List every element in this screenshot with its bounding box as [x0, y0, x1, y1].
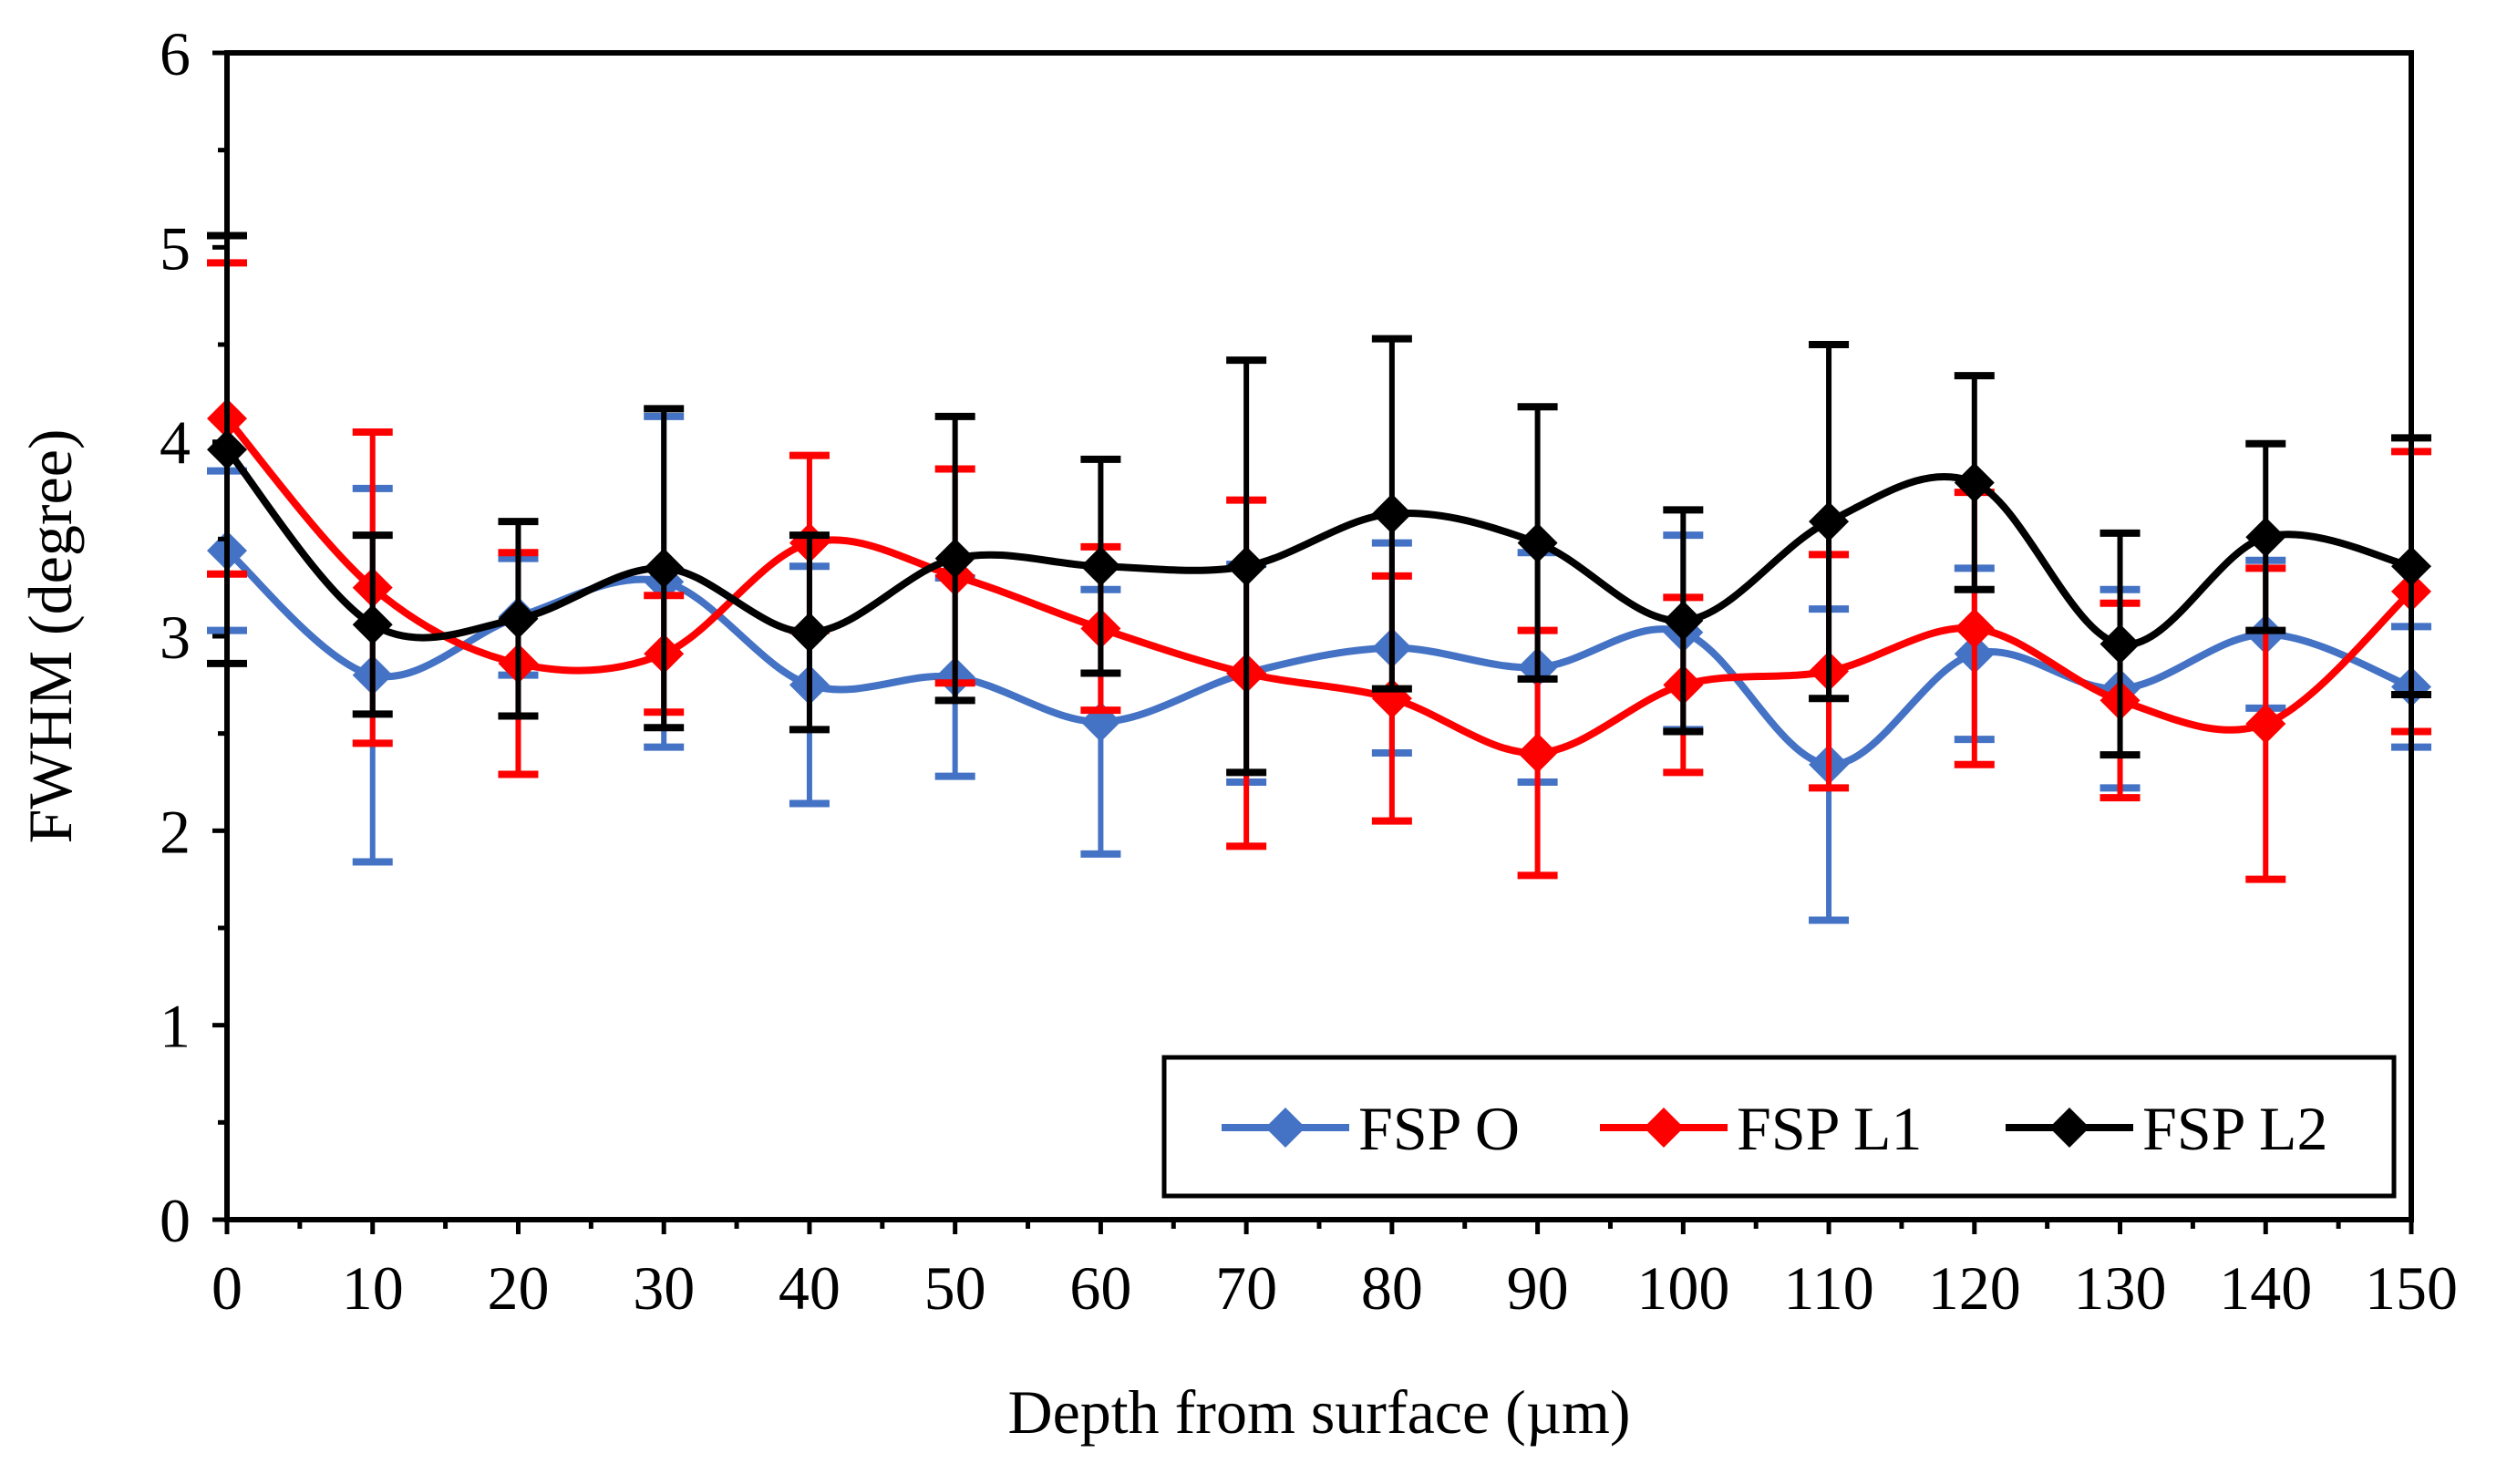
data-point [1809, 501, 1850, 542]
x-axis-title: Depth from surface (µm) [1007, 1377, 1630, 1447]
x-tick-label: 90 [1507, 1253, 1569, 1323]
y-tick-label: 5 [160, 213, 191, 283]
x-tick-label: 60 [1069, 1253, 1131, 1323]
legend-marker [2049, 1108, 2089, 1148]
data-point [2245, 517, 2286, 558]
legend-label: FSP O [1358, 1094, 1520, 1163]
y-tick-label: 1 [160, 992, 191, 1061]
y-tick-label: 3 [160, 603, 191, 672]
data-point [1371, 493, 1412, 534]
x-tick-label: 100 [1636, 1253, 1729, 1323]
x-tick-label: 130 [2074, 1253, 2167, 1323]
legend-label: FSP L2 [2142, 1094, 2327, 1163]
data-point [789, 612, 830, 653]
legend-box [1161, 1055, 2397, 1199]
x-tick-label: 30 [633, 1253, 695, 1323]
x-tick-label: 80 [1361, 1253, 1423, 1323]
y-axis-title: FWHM (degree) [15, 428, 85, 843]
data-point [934, 538, 975, 579]
data-point [1226, 546, 1267, 587]
x-tick-label: 110 [1783, 1253, 1873, 1323]
x-tick-label: 50 [924, 1253, 986, 1323]
x-tick-label: 150 [2365, 1253, 2458, 1323]
data-point [2099, 623, 2141, 665]
series-fsp-l1 [207, 259, 2431, 883]
plot-area [207, 232, 2431, 924]
legend: FSP O FSP L1 FSP L2 [1161, 1055, 2397, 1199]
x-tick-label: 120 [1928, 1253, 2021, 1323]
x-tick-label: 20 [487, 1253, 549, 1323]
x-tick-label: 40 [779, 1253, 841, 1323]
legend-marker [1265, 1108, 1305, 1148]
data-point [1517, 733, 1558, 773]
legend-label: FSP L1 [1737, 1094, 1922, 1163]
y-tick-label: 6 [160, 19, 191, 88]
x-tick-label: 70 [1215, 1253, 1277, 1323]
data-point [498, 598, 539, 639]
data-point [352, 604, 393, 645]
y-tick-label: 4 [160, 408, 191, 478]
data-point [1517, 522, 1558, 563]
x-tick-label: 140 [2219, 1253, 2312, 1323]
series-line [223, 416, 2414, 757]
series-line [224, 548, 2413, 768]
data-point [1954, 462, 1995, 503]
x-tick-label: 0 [211, 1253, 242, 1323]
data-point [1954, 608, 1995, 649]
data-point [644, 548, 685, 589]
data-point [1080, 546, 1121, 587]
y-tick-label: 2 [160, 797, 191, 866]
plot-frame [224, 50, 2414, 1222]
data-point [2245, 704, 2286, 744]
data-point [1663, 600, 1704, 641]
legend-marker [1644, 1108, 1684, 1148]
y-tick-label: 0 [160, 1186, 191, 1255]
x-tick-label: 10 [342, 1253, 404, 1323]
series-line [223, 447, 2412, 649]
